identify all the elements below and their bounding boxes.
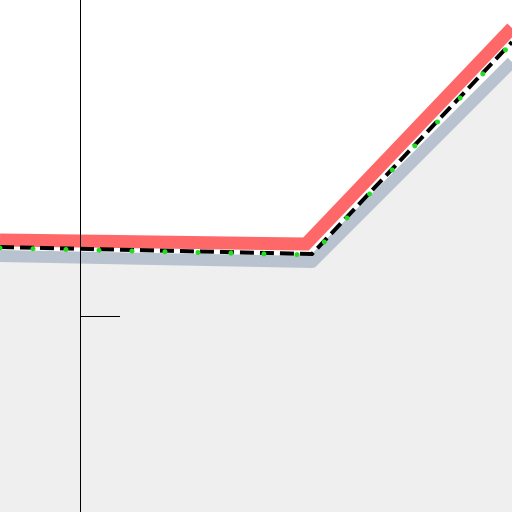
red-line	[0, 23, 512, 251]
dashed-line	[0, 40, 512, 257]
filled-area	[0, 64, 512, 512]
shadow-line	[0, 57, 512, 268]
